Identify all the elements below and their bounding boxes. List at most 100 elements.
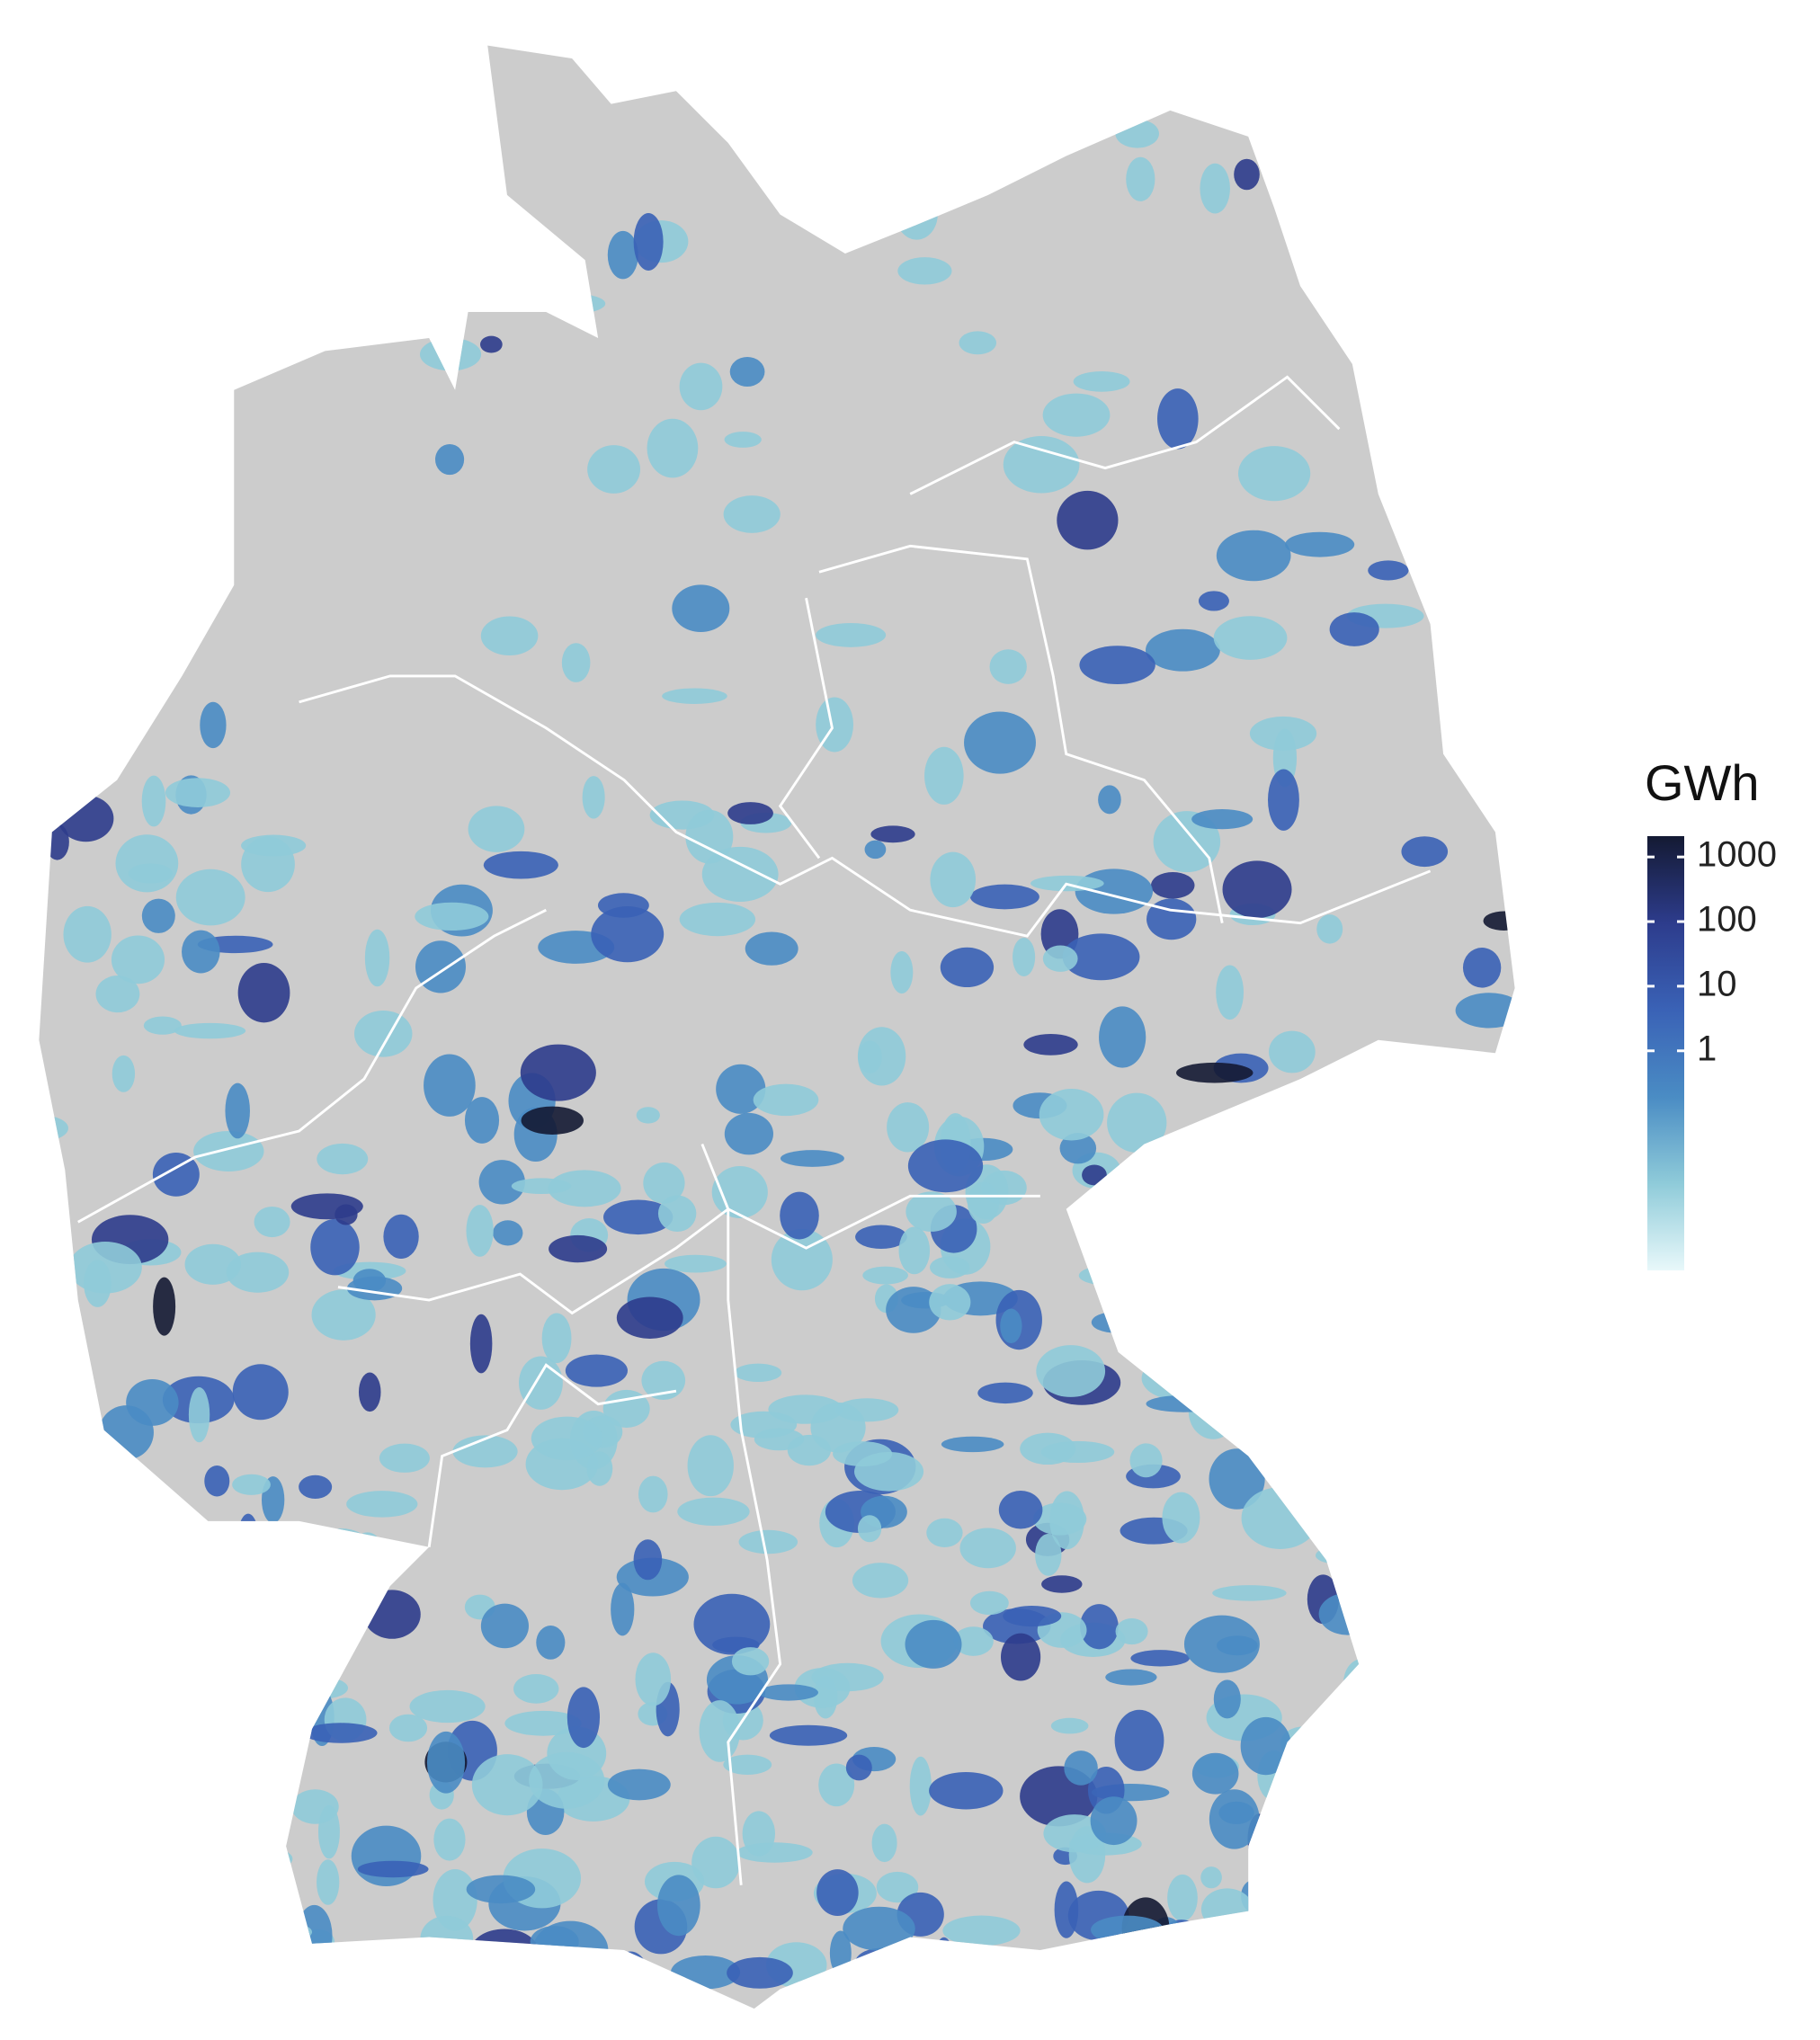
municipality-area	[953, 1626, 994, 1656]
municipality-area	[1433, 1921, 1484, 1976]
municipality-area	[611, 1582, 635, 1636]
municipality-area	[1013, 937, 1036, 977]
municipality-area	[1302, 1805, 1328, 1867]
municipality-area	[929, 1284, 971, 1321]
municipality-area	[716, 1064, 766, 1114]
municipality-area	[188, 1386, 210, 1443]
municipality-area	[520, 1044, 596, 1101]
municipality-area	[540, 293, 606, 314]
municipality-area	[419, 337, 482, 371]
municipality-area	[357, 1958, 425, 1995]
municipality-area	[497, 1959, 571, 1988]
municipality-area	[1330, 1826, 1400, 1860]
municipality-area	[493, 1220, 523, 1246]
municipality-area	[388, 1714, 428, 1742]
municipality-area	[1141, 1356, 1220, 1401]
municipality-area	[1176, 1062, 1253, 1083]
municipality-area	[1115, 119, 1159, 148]
municipality-area	[1333, 1136, 1371, 1172]
municipality-area	[582, 776, 605, 819]
municipality-area	[420, 1915, 474, 1962]
municipality-area	[1243, 1371, 1273, 1413]
municipality-area	[1285, 531, 1355, 557]
municipality-area	[723, 1754, 772, 1775]
municipality-area	[464, 1097, 500, 1144]
municipality-area	[611, 1951, 650, 2009]
municipality-area	[723, 495, 781, 533]
municipality-area	[160, 280, 221, 325]
municipality-area	[1191, 809, 1253, 830]
municipality-area	[170, 1676, 203, 1714]
municipality-area	[58, 1493, 99, 1546]
municipality-area	[1023, 1034, 1078, 1056]
municipality-area	[39, 1554, 67, 1599]
municipality-area	[989, 649, 1027, 684]
municipality-area	[942, 1915, 1021, 1946]
municipality-area	[607, 230, 638, 280]
municipality-area	[701, 846, 779, 902]
municipality-area	[1200, 1888, 1253, 1930]
municipality-area	[1312, 1467, 1382, 1493]
municipality-area	[63, 1635, 129, 1690]
municipality-area	[1079, 646, 1155, 685]
municipality-area	[591, 905, 665, 963]
municipality-area	[184, 1243, 242, 1285]
municipality-area	[984, 156, 1010, 174]
municipality-area	[84, 1260, 112, 1307]
municipality-area	[1370, 250, 1430, 296]
municipality-area	[643, 1163, 685, 1204]
municipality-area	[977, 1382, 1033, 1404]
municipality-area	[141, 775, 166, 827]
municipality-area	[424, 1054, 476, 1117]
municipality-area	[1200, 163, 1230, 214]
municipality-area	[1064, 1750, 1098, 1786]
municipality-area	[335, 1204, 358, 1225]
municipality-area	[247, 1677, 314, 1733]
municipality-area	[468, 806, 525, 852]
state-border	[337, 1194, 1040, 1315]
municipality-area	[39, 386, 72, 414]
municipality-area	[415, 902, 489, 931]
municipality-area	[254, 1781, 289, 1821]
municipality-area	[1183, 1615, 1260, 1673]
municipality-area	[1339, 1911, 1410, 1936]
municipality-area	[724, 432, 762, 448]
municipality-area	[1059, 1133, 1097, 1164]
municipality-area	[1452, 1688, 1515, 1718]
municipality-area	[39, 1834, 65, 1866]
municipality-area	[1377, 1955, 1399, 2009]
municipality-area	[1126, 1982, 1188, 2009]
municipality-area	[602, 1389, 650, 1428]
municipality-area	[560, 1967, 614, 2009]
municipality-area	[1343, 1658, 1381, 1707]
municipality-area	[112, 1055, 136, 1092]
municipality-area	[665, 1254, 727, 1273]
municipality-area	[281, 1958, 338, 2003]
municipality-area	[58, 795, 114, 842]
municipality-area	[128, 406, 165, 447]
municipality-area	[483, 851, 558, 879]
municipality-area	[130, 1973, 178, 2009]
municipality-area	[226, 1252, 290, 1293]
municipality-area	[1373, 1832, 1444, 1859]
municipality-area	[1162, 1492, 1200, 1544]
municipality-area	[876, 1871, 919, 1903]
municipality-area	[1041, 1575, 1083, 1593]
municipality-area	[1401, 1428, 1473, 1448]
municipality-area	[1321, 1305, 1350, 1329]
municipality-area	[855, 1225, 907, 1249]
municipality-area	[852, 1563, 909, 1599]
municipality-area	[1259, 1168, 1322, 1221]
municipality-area	[1414, 1781, 1456, 1818]
state-border	[299, 674, 1432, 938]
municipality-area	[39, 1115, 68, 1142]
municipality-area	[1419, 156, 1490, 218]
municipality-area	[469, 1314, 493, 1374]
municipality-area	[687, 1435, 734, 1497]
municipality-area	[1042, 393, 1111, 437]
municipality-area	[1216, 965, 1245, 1020]
municipality-area	[68, 501, 136, 547]
municipality-area	[1414, 1048, 1448, 1095]
state-border	[818, 544, 1224, 923]
